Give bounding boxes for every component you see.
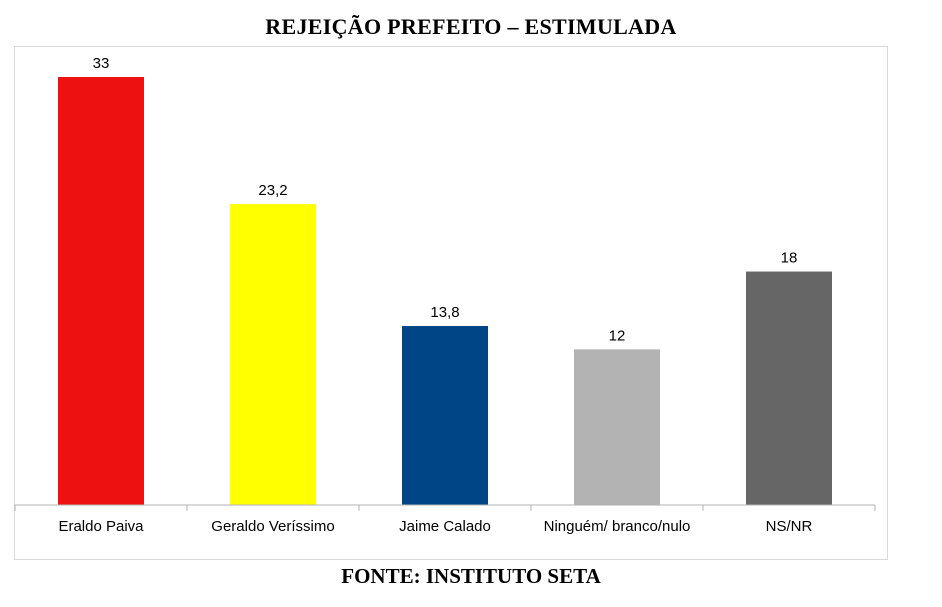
- bar: [402, 326, 488, 505]
- bar-value-label: 12: [609, 327, 626, 344]
- x-tick-label: Ninguém/ branco/nulo: [544, 518, 691, 535]
- bar-value-label: 23,2: [258, 182, 287, 199]
- x-tick-label: Geraldo Veríssimo: [211, 518, 334, 535]
- x-axis: Eraldo Paiva Geraldo Veríssimo Jaime Calad…: [14, 504, 876, 535]
- x-tick-label: NS/NR: [766, 518, 813, 535]
- x-tick-label: Eraldo Paiva: [58, 518, 144, 535]
- bar-value-label: 33: [93, 55, 110, 72]
- x-tick-label: Jaime Calado: [399, 518, 491, 535]
- bar-value-label: 13,8: [430, 304, 459, 321]
- bar: [230, 204, 316, 505]
- chart-frame: [14, 46, 888, 560]
- bar: [58, 77, 144, 505]
- bar: [574, 349, 660, 505]
- bar: [746, 271, 832, 505]
- bars-group: 33 23,2 13,8 12 18: [58, 55, 832, 505]
- source-note: FONTE: INSTITUTO SETA: [341, 564, 601, 588]
- chart-title: REJEIÇÃO PREFEITO – ESTIMULADA: [265, 14, 677, 39]
- bar-value-label: 18: [781, 250, 798, 267]
